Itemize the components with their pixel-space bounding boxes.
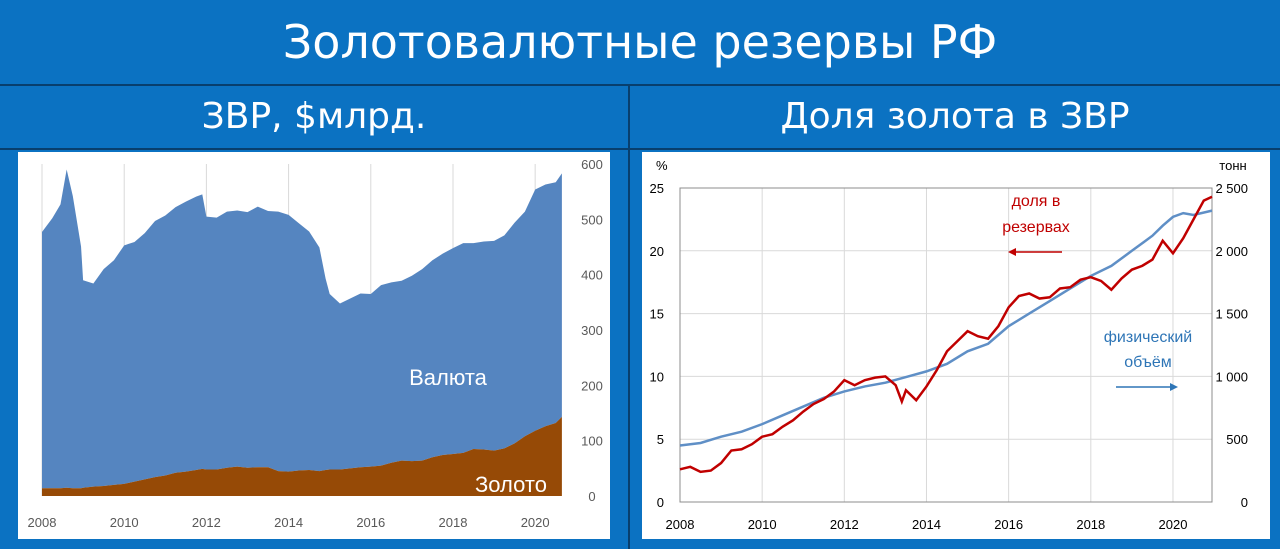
x-tick-label: 2014 bbox=[912, 517, 941, 532]
page-title: Золотовалютные резервы РФ bbox=[0, 0, 1280, 84]
right-y-tick-label: 500 bbox=[1226, 432, 1248, 447]
physical-volume-line bbox=[679, 209, 1213, 447]
x-tick-label: 2020 bbox=[1159, 517, 1188, 532]
share-annotation-line2: резервах bbox=[1002, 219, 1070, 236]
x-tick-label: 2016 bbox=[994, 517, 1023, 532]
right-y-tick-label: 1 500 bbox=[1215, 307, 1248, 322]
x-tick-label: 2014 bbox=[274, 515, 303, 530]
currency-area bbox=[42, 169, 562, 489]
x-tick-label: 2008 bbox=[666, 517, 695, 532]
gold-share-chart-panel: 0 5 10 15 20 25 0 500 1 000 1 500 2 000 2 500 2008… bbox=[642, 152, 1270, 539]
left-y-tick-label: 0 bbox=[657, 495, 664, 510]
y-tick-label: 400 bbox=[581, 268, 603, 283]
share-annotation-line1: доля в bbox=[1012, 193, 1061, 210]
x-tick-label: 2010 bbox=[748, 517, 777, 532]
divider bbox=[0, 148, 1280, 150]
share-arrow-head bbox=[1008, 248, 1016, 256]
gold-share-line bbox=[679, 195, 1213, 474]
y-tick-label: 600 bbox=[581, 157, 603, 172]
gold-area bbox=[42, 416, 562, 496]
x-tick-label: 2018 bbox=[1076, 517, 1105, 532]
left-axis-unit: % bbox=[656, 158, 668, 173]
x-tick-label: 2010 bbox=[110, 515, 139, 530]
y-tick-label: 300 bbox=[581, 323, 603, 338]
reserves-area-chart: 0 100 200 300 400 500 600 2008 2010 2012 2014 2016… bbox=[28, 157, 603, 530]
y-tick-label: 100 bbox=[581, 434, 603, 449]
x-tick-label: 2012 bbox=[192, 515, 221, 530]
divider bbox=[628, 84, 630, 549]
currency-area-label: Валюта bbox=[409, 365, 488, 390]
x-tick-label: 2020 bbox=[521, 515, 550, 530]
reserves-chart-panel: 0 100 200 300 400 500 600 2008 2010 2012 2014 2016… bbox=[18, 152, 610, 539]
right-y-tick-label: 2 500 bbox=[1215, 181, 1248, 196]
left-y-tick-label: 5 bbox=[657, 432, 664, 447]
y-tick-label: 0 bbox=[588, 489, 595, 504]
right-y-tick-label: 2 000 bbox=[1215, 244, 1248, 259]
right-axis-unit: тонн bbox=[1219, 158, 1246, 173]
left-y-tick-label: 25 bbox=[650, 181, 664, 196]
right-y-tick-label: 1 000 bbox=[1215, 369, 1248, 384]
left-y-tick-label: 20 bbox=[650, 244, 664, 259]
left-chart-subtitle: ЗВР, $млрд. bbox=[201, 96, 427, 137]
x-tick-label: 2016 bbox=[356, 515, 385, 530]
gold-area-label: Золото bbox=[475, 472, 547, 497]
gold-share-line-chart: 0 5 10 15 20 25 0 500 1 000 1 500 2 000 2 500 2008… bbox=[650, 158, 1248, 532]
right-chart-subtitle: Доля золота в ЗВР bbox=[780, 96, 1130, 137]
plot-frame bbox=[679, 187, 1213, 503]
right-y-tick-label: 0 bbox=[1241, 495, 1248, 510]
volume-arrow-head bbox=[1170, 383, 1178, 391]
volume-annotation-line1: физический bbox=[1104, 329, 1192, 346]
volume-annotation-line2: объём bbox=[1124, 354, 1171, 371]
x-tick-label: 2012 bbox=[830, 517, 859, 532]
divider bbox=[0, 84, 1280, 86]
x-tick-label: 2018 bbox=[439, 515, 468, 530]
x-tick-label: 2008 bbox=[28, 515, 57, 530]
y-tick-label: 200 bbox=[581, 378, 603, 393]
left-y-tick-label: 15 bbox=[650, 307, 664, 322]
left-y-tick-label: 10 bbox=[650, 369, 664, 384]
y-tick-label: 500 bbox=[581, 212, 603, 227]
